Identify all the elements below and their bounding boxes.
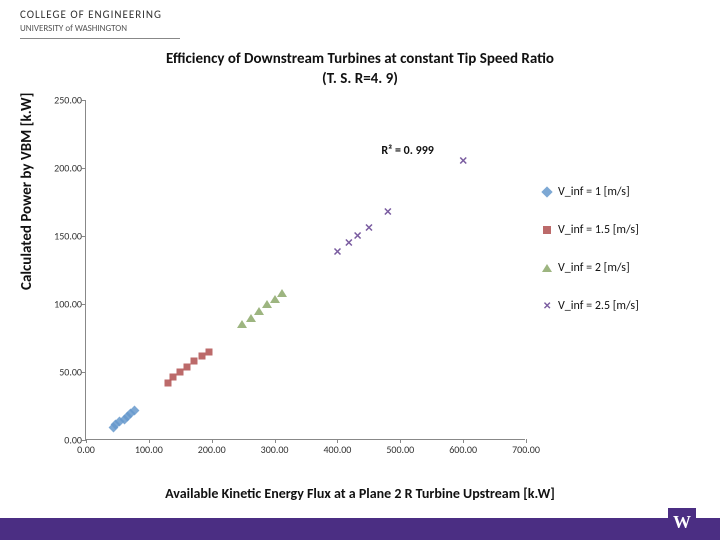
legend: V_inf = 1 [m/s] V_inf = 1.5 [m/s] V_inf = …	[540, 185, 639, 337]
data-point	[205, 348, 212, 355]
header-rule	[20, 38, 180, 39]
data-point: ✕	[383, 207, 392, 216]
x-tick-mark	[337, 439, 338, 443]
legend-marker-icon	[540, 224, 554, 236]
y-tick-label: 250.00	[54, 94, 82, 107]
legend-item: V_inf = 2 [m/s]	[540, 261, 639, 275]
data-point	[543, 226, 551, 234]
y-tick-mark	[82, 304, 86, 305]
x-tick-label: 200.00	[198, 443, 226, 456]
data-point	[541, 186, 552, 197]
x-tick-label: 100.00	[135, 443, 163, 456]
data-point	[277, 289, 287, 297]
data-point: ✕	[353, 232, 362, 241]
college-title: COLLEGE OF ENGINEERING	[20, 8, 162, 21]
x-tick-mark	[275, 439, 276, 443]
data-point: ✕	[333, 248, 342, 257]
data-point: ✕	[459, 157, 468, 166]
chart-title: Efficiency of Downstream Turbines at con…	[0, 50, 720, 89]
y-tick-mark	[82, 100, 86, 101]
legend-label: V_inf = 1.5 [m/s]	[558, 223, 639, 237]
y-axis-label: Calculated Power by VBM [k.W]	[18, 92, 36, 290]
data-point	[191, 358, 198, 365]
plot-area: 0.0050.00100.00150.00200.00250.000.00100…	[85, 100, 525, 440]
r-squared-annotation: R² = 0. 999	[381, 144, 433, 158]
x-tick-mark	[526, 439, 527, 443]
chart-title-line2: (T. S. R=4. 9)	[322, 70, 398, 88]
x-tick-label: 400.00	[323, 443, 351, 456]
data-point	[542, 264, 552, 272]
y-tick-mark	[82, 236, 86, 237]
y-tick-label: 50.00	[59, 366, 82, 379]
uw-logo: W	[668, 508, 696, 536]
chart-title-line1: Efficiency of Downstream Turbines at con…	[166, 50, 554, 68]
x-tick-mark	[86, 439, 87, 443]
data-point: ✕	[543, 302, 551, 310]
legend-marker-icon	[540, 262, 554, 274]
university-subtitle: UNIVERSITY of WASHINGTON	[20, 23, 162, 34]
legend-item: V_inf = 1 [m/s]	[540, 185, 639, 199]
header-branding: COLLEGE OF ENGINEERING UNIVERSITY of WAS…	[20, 8, 162, 34]
x-tick-label: 700.00	[512, 443, 540, 456]
y-tick-label: 200.00	[54, 162, 82, 175]
legend-marker-icon	[540, 186, 554, 198]
footer-bar	[0, 518, 720, 540]
x-tick-label: 300.00	[261, 443, 289, 456]
legend-label: V_inf = 2.5 [m/s]	[558, 299, 639, 313]
x-tick-label: 600.00	[449, 443, 477, 456]
x-tick-label: 500.00	[386, 443, 414, 456]
x-tick-mark	[212, 439, 213, 443]
legend-label: V_inf = 1 [m/s]	[558, 185, 630, 199]
data-point	[169, 374, 176, 381]
legend-label: V_inf = 2 [m/s]	[558, 261, 630, 275]
x-tick-mark	[149, 439, 150, 443]
data-point: ✕	[344, 238, 353, 247]
legend-item: ✕ V_inf = 2.5 [m/s]	[540, 299, 639, 313]
y-tick-label: 100.00	[54, 298, 82, 311]
data-point: ✕	[364, 223, 373, 232]
x-tick-label: 0.00	[77, 443, 95, 456]
data-point	[183, 363, 190, 370]
x-tick-mark	[463, 439, 464, 443]
x-tick-mark	[400, 439, 401, 443]
y-tick-label: 150.00	[54, 230, 82, 243]
legend-marker-icon: ✕	[540, 300, 554, 312]
y-tick-mark	[82, 372, 86, 373]
y-tick-mark	[82, 168, 86, 169]
legend-item: V_inf = 1.5 [m/s]	[540, 223, 639, 237]
x-axis-label: Available Kinetic Energy Flux at a Plane…	[0, 485, 720, 502]
